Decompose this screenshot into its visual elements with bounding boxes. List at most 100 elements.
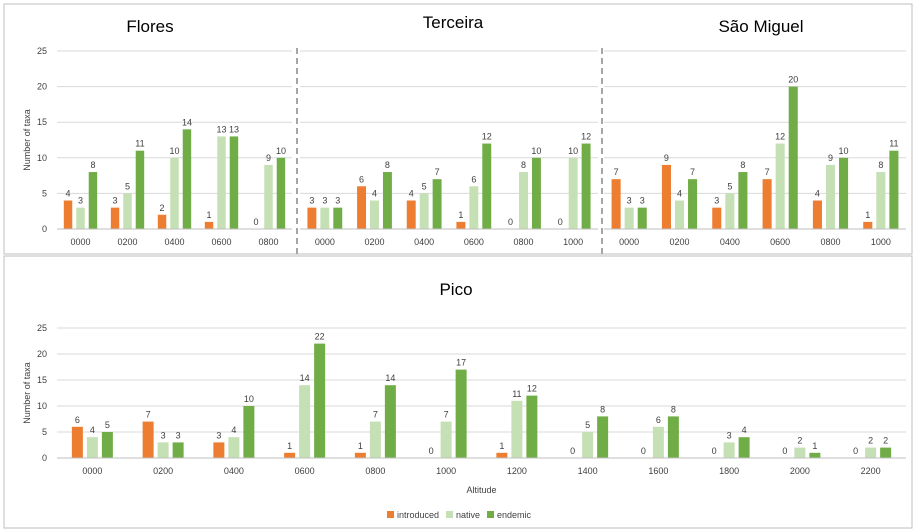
x-tick-label: 0200 <box>153 466 173 476</box>
data-label: 3 <box>78 196 83 206</box>
data-label: 1 <box>499 441 504 451</box>
data-label: 3 <box>640 196 645 206</box>
data-label: 14 <box>385 373 395 383</box>
data-label: 22 <box>315 332 325 342</box>
data-label: 6 <box>471 174 476 184</box>
data-label: 4 <box>90 425 95 435</box>
bar-native <box>440 421 452 458</box>
data-label: 3 <box>161 430 166 440</box>
data-label: 7 <box>435 167 440 177</box>
x-tick-label: 0200 <box>669 237 689 247</box>
bar-endemic <box>581 143 591 229</box>
data-label: 8 <box>740 160 745 170</box>
data-label: 5 <box>422 181 427 191</box>
bar-endemic <box>788 86 798 229</box>
bar-native <box>624 207 634 229</box>
data-label: 10 <box>568 146 578 156</box>
chart-title: Pico <box>439 280 472 299</box>
data-label: 7 <box>614 167 619 177</box>
bar-introduced <box>204 221 214 229</box>
data-label: 9 <box>828 153 833 163</box>
data-label: 5 <box>125 181 130 191</box>
data-label: 11 <box>135 139 144 149</box>
x-tick-label: 1000 <box>871 237 891 247</box>
bar-introduced <box>110 207 120 229</box>
data-label: 3 <box>216 430 221 440</box>
legend-label-introduced: introduced <box>397 510 439 520</box>
bar-introduced <box>357 186 367 229</box>
data-label: 2 <box>868 436 873 446</box>
bar-endemic <box>738 172 748 229</box>
bar-native <box>568 157 578 229</box>
bar-introduced <box>213 442 225 458</box>
bar-endemic <box>738 437 750 458</box>
bar-native <box>370 200 379 229</box>
y-tick-label: 0 <box>42 224 47 234</box>
bar-introduced <box>661 164 671 229</box>
data-label: 11 <box>512 389 521 399</box>
data-label: 8 <box>878 160 883 170</box>
data-label: 0 <box>254 217 259 227</box>
bar-native <box>519 172 528 229</box>
x-tick-label: 0600 <box>770 237 790 247</box>
bar-native <box>511 400 523 458</box>
data-label: 7 <box>690 167 695 177</box>
x-tick-label: 0200 <box>364 237 384 247</box>
data-label: 12 <box>527 384 537 394</box>
y-axis-label: Number of taxa <box>22 109 32 171</box>
bar-endemic <box>688 179 698 229</box>
bar-native <box>369 421 381 458</box>
y-tick-label: 20 <box>37 82 47 92</box>
x-tick-label: 0000 <box>619 237 639 247</box>
bar-endemic <box>229 136 239 229</box>
data-label: 4 <box>742 425 747 435</box>
bar-introduced <box>863 221 873 229</box>
x-tick-label: 0400 <box>720 237 740 247</box>
bar-native <box>674 200 685 229</box>
x-tick-label: 0400 <box>164 237 184 247</box>
x-tick-label: 0600 <box>464 237 484 247</box>
bar-endemic <box>455 369 467 458</box>
legend-swatch-introduced <box>387 511 394 518</box>
bar-introduced <box>496 452 508 458</box>
bar-native <box>170 157 179 229</box>
bar-native <box>794 447 806 458</box>
data-label: 2 <box>883 436 888 446</box>
data-label: 12 <box>775 132 785 142</box>
y-tick-label: 25 <box>37 323 47 333</box>
data-label: 1 <box>458 210 463 220</box>
data-label: 14 <box>182 117 192 127</box>
y-tick-label: 5 <box>42 427 47 437</box>
x-tick-label: 0000 <box>82 466 102 476</box>
data-label: 0 <box>508 217 513 227</box>
y-tick-label: 15 <box>37 375 47 385</box>
y-tick-label: 5 <box>42 188 47 198</box>
bottom-panel-border <box>3 255 913 529</box>
legend-swatch-endemic <box>487 511 494 518</box>
bar-introduced <box>354 452 366 458</box>
data-label: 4 <box>372 189 377 199</box>
x-tick-label: 0600 <box>295 466 315 476</box>
data-label: 6 <box>359 174 364 184</box>
data-label: 4 <box>409 189 414 199</box>
x-tick-label: 1000 <box>563 237 583 247</box>
chart-title: Flores <box>126 17 173 36</box>
bar-native <box>419 193 429 229</box>
data-label: 14 <box>300 373 310 383</box>
x-tick-label: 0400 <box>224 466 244 476</box>
data-label: 0 <box>641 446 646 456</box>
y-tick-label: 20 <box>37 349 47 359</box>
data-label: 4 <box>677 189 682 199</box>
x-tick-label: 0400 <box>414 237 434 247</box>
bar-endemic <box>597 416 609 458</box>
x-tick-label: 0800 <box>365 466 385 476</box>
y-tick-label: 0 <box>42 453 47 463</box>
y-tick-label: 25 <box>37 46 47 56</box>
data-label: 6 <box>75 415 80 425</box>
bar-introduced <box>762 179 772 229</box>
data-label: 8 <box>521 160 526 170</box>
bar-endemic <box>667 416 679 458</box>
x-tick-label: 1400 <box>578 466 598 476</box>
